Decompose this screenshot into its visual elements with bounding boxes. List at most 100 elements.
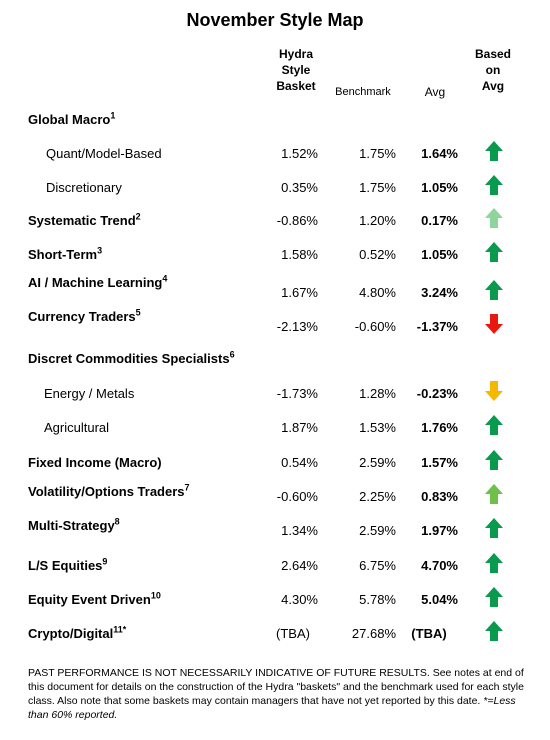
- footnote: PAST PERFORMANCE IS NOT NECESSARILY INDI…: [28, 666, 528, 722]
- avg-value: 1.05%: [421, 247, 458, 262]
- row-label-text: Global Macro: [28, 112, 111, 127]
- row-label-text: Discretionary: [46, 180, 122, 195]
- footnote-italic: *=Less than 60% reported.: [28, 695, 516, 721]
- benchmark-value: 2.59%: [359, 455, 396, 470]
- benchmark-value: 27.68%: [351, 626, 396, 641]
- row-label-text: Crypto/Digital: [28, 626, 114, 641]
- avg-value: 5.04%: [421, 592, 458, 607]
- table-row: AI / Machine Learning4 1.67% 4.80% 3.24%: [0, 273, 550, 300]
- arrow-up-icon: [485, 415, 503, 435]
- row-label: AI / Machine Learning4: [28, 273, 168, 290]
- benchmark-value: 2.25%: [359, 489, 396, 504]
- arrow-up-icon: [485, 175, 503, 195]
- row-label: Energy / Metals: [44, 386, 134, 401]
- row-label-text: Fixed Income (Macro): [28, 455, 162, 470]
- header-basket-line1: Hydra: [278, 47, 313, 61]
- table-row: Agricultural 1.87% 1.53% 1.76%: [0, 415, 550, 440]
- row-label-text: Short-Term: [28, 247, 98, 262]
- header-based-line1: Based: [474, 47, 512, 61]
- row-label-text: Currency Traders: [28, 309, 136, 324]
- row-label: L/S Equities9: [28, 556, 108, 573]
- benchmark-value: 5.78%: [359, 592, 396, 607]
- benchmark-value: 1.28%: [359, 386, 396, 401]
- arrow-up-icon: [485, 242, 503, 262]
- footnote-marker: 1: [110, 110, 116, 121]
- footnote-marker: 4: [162, 273, 168, 284]
- row-label-text: Equity Event Driven: [28, 592, 151, 607]
- basket-value: 0.54%: [281, 455, 318, 470]
- arrow-up-icon: [485, 450, 503, 470]
- header-based-on-avg: Based on Avg: [468, 46, 518, 94]
- page-title: November Style Map: [186, 10, 364, 30]
- avg-value: -0.23%: [416, 386, 458, 401]
- row-label: Global Macro1: [28, 110, 116, 127]
- table-row: Discret Commodities Specialists6: [0, 350, 550, 371]
- basket-value: 2.64%: [281, 558, 318, 573]
- row-label: Fixed Income (Macro): [28, 455, 162, 470]
- row-label-text: L/S Equities: [28, 558, 103, 573]
- row-label: Discret Commodities Specialists6: [28, 350, 235, 366]
- avg-value: 0.17%: [421, 213, 458, 228]
- footnote-marker: 7: [184, 482, 190, 493]
- row-label: Quant/Model-Based: [46, 146, 162, 161]
- row-label-text: Agricultural: [44, 420, 110, 435]
- table-row: Quant/Model-Based 1.52% 1.75% 1.64%: [0, 141, 550, 166]
- footnote-marker: 5: [135, 307, 141, 318]
- header-based-line2: on: [485, 63, 501, 77]
- row-label-text: Multi-Strategy: [28, 518, 115, 533]
- benchmark-value: 2.59%: [359, 523, 396, 538]
- benchmark-value: 1.53%: [359, 420, 396, 435]
- header-basket: Hydra Style Basket: [266, 46, 326, 94]
- basket-value: (TBA): [276, 626, 310, 641]
- table-row: Multi-Strategy8 1.34% 2.59% 1.97%: [0, 517, 550, 538]
- footnote-marker: 10: [150, 590, 161, 601]
- avg-value: 1.76%: [421, 420, 458, 435]
- row-label: Short-Term3: [28, 245, 103, 262]
- table-row: Currency Traders5 -2.13% -0.60% -1.37%: [0, 307, 550, 334]
- table-row: Fixed Income (Macro) 0.54% 2.59% 1.57%: [0, 450, 550, 475]
- basket-value: 1.67%: [281, 285, 318, 300]
- arrow-up-icon: [485, 280, 503, 300]
- avg-value: 3.24%: [421, 285, 458, 300]
- row-label-text: Quant/Model-Based: [46, 146, 162, 161]
- benchmark-value: 1.75%: [359, 146, 396, 161]
- table-row: Crypto/Digital11* (TBA) 27.68% (TBA): [0, 621, 550, 646]
- row-label: Discretionary: [46, 180, 122, 195]
- table-row: Global Macro1: [0, 110, 550, 132]
- row-label: Agricultural: [44, 420, 109, 435]
- row-label: Volatility/Options Traders7: [28, 482, 190, 499]
- footnote-marker: 3: [97, 245, 103, 256]
- arrow-up-icon: [485, 587, 503, 607]
- basket-value: 1.58%: [281, 247, 318, 262]
- row-label-text: Energy / Metals: [44, 386, 135, 401]
- footnote-marker: 11*: [113, 624, 127, 635]
- row-label: Multi-Strategy8: [28, 517, 120, 533]
- row-label: Crypto/Digital11*: [28, 624, 127, 641]
- basket-value: -2.13%: [276, 319, 318, 334]
- row-label-text: Discret Commodities Specialists: [28, 351, 230, 366]
- arrow-up-icon: [485, 518, 503, 538]
- avg-value: 4.70%: [421, 558, 458, 573]
- basket-value: -0.86%: [276, 213, 318, 228]
- basket-value: 1.52%: [281, 146, 318, 161]
- basket-value: 1.34%: [281, 523, 318, 538]
- header-based-line3: Avg: [481, 79, 505, 93]
- header-avg: Avg: [424, 85, 446, 99]
- arrow-down-icon: [485, 314, 503, 334]
- row-label: Equity Event Driven10: [28, 590, 161, 607]
- avg-value: 1.64%: [421, 146, 458, 161]
- header-basket-line2: Style: [281, 63, 311, 77]
- row-label-text: AI / Machine Learning: [28, 275, 163, 290]
- avg-value: (TBA): [411, 626, 447, 641]
- table-row: Equity Event Driven10 4.30% 5.78% 5.04%: [0, 587, 550, 612]
- footnote-marker: 9: [102, 556, 108, 567]
- table-row: Energy / Metals -1.73% 1.28% -0.23%: [0, 381, 550, 406]
- benchmark-value: 4.80%: [359, 285, 396, 300]
- row-label: Systematic Trend2: [28, 212, 141, 228]
- arrow-up-icon: [485, 553, 503, 573]
- benchmark-value: 6.75%: [359, 558, 396, 573]
- avg-value: -1.37%: [416, 319, 458, 334]
- basket-value: -1.73%: [276, 386, 318, 401]
- header-basket-line3: Basket: [276, 79, 316, 93]
- benchmark-value: -0.60%: [354, 319, 396, 334]
